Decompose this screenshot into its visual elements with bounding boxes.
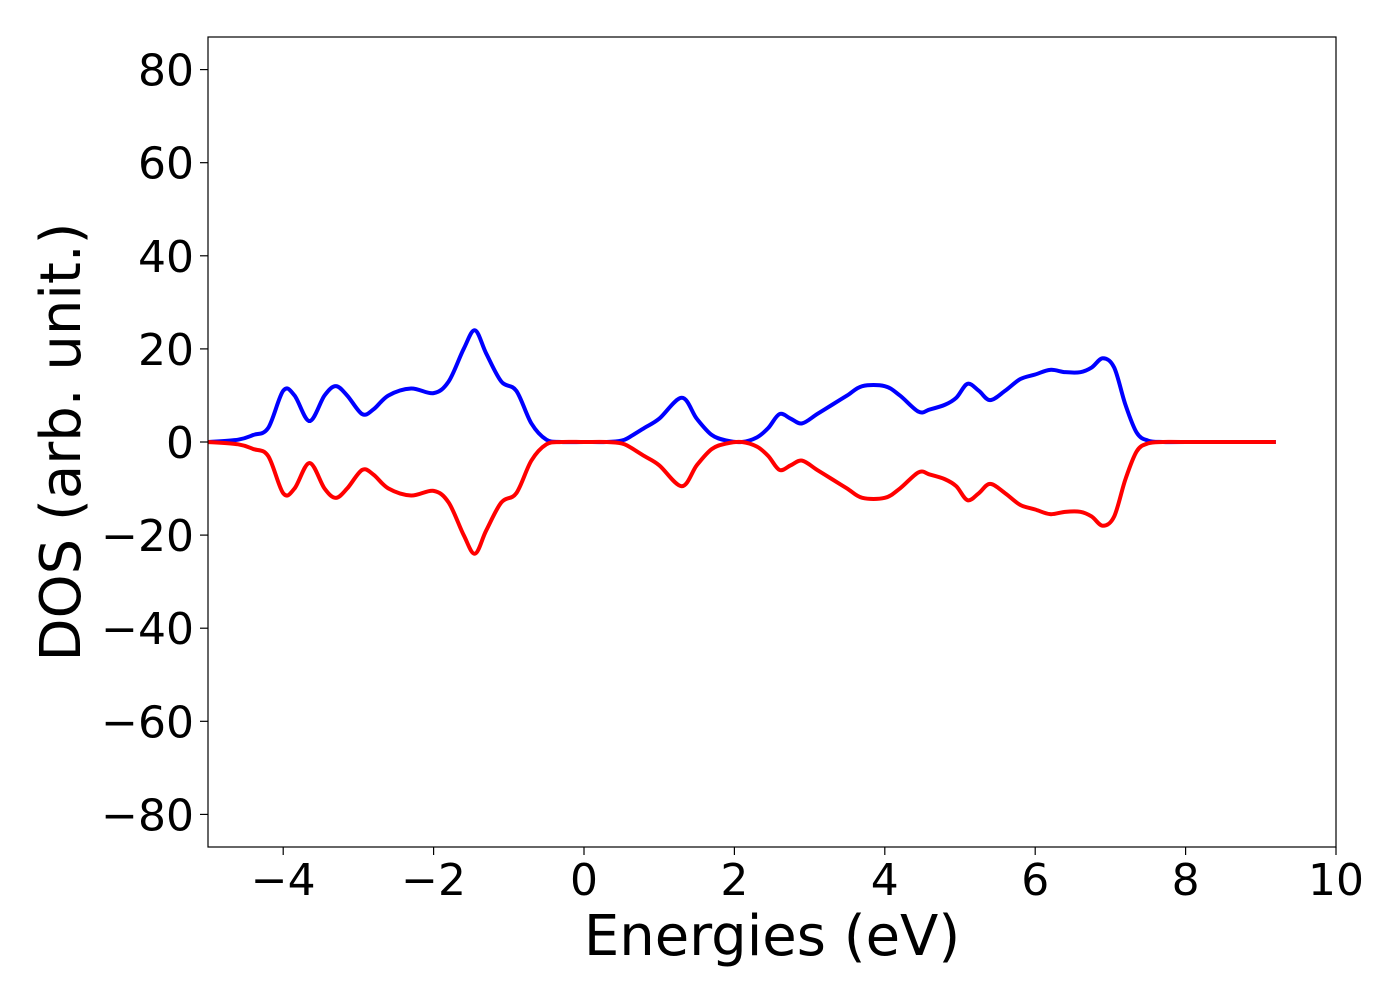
x-tick-label: 6	[1021, 855, 1049, 906]
y-tick-label: −60	[101, 697, 194, 748]
y-tick-label: 60	[138, 139, 194, 190]
x-tick-label: −4	[251, 855, 316, 906]
x-axis-ticks: −4 −2 0 2 4 6 8 10	[251, 847, 1364, 906]
dos-series-1-line	[207, 328, 1276, 445]
y-tick-label: 40	[138, 232, 194, 283]
x-tick-label: 2	[720, 855, 748, 906]
y-axis-ticks: 80 60 40 20 0 −20 −40 −60 −80	[101, 46, 208, 841]
y-tick-label: 20	[138, 325, 194, 376]
x-tick-label: 0	[570, 855, 598, 906]
x-axis-label: Energies (eV)	[584, 904, 960, 969]
x-tick-label: 4	[871, 855, 899, 906]
x-tick-label: −2	[401, 855, 466, 906]
y-tick-label: −80	[101, 790, 194, 841]
y-tick-label: 0	[166, 418, 194, 469]
dos-series-2-line	[207, 439, 1276, 556]
y-tick-label: 80	[138, 46, 194, 97]
x-tick-label: 10	[1308, 855, 1364, 906]
x-tick-label: 8	[1172, 855, 1200, 906]
y-tick-label: −40	[101, 604, 194, 655]
y-tick-label: −20	[101, 511, 194, 562]
y-axis-label: DOS (arb. unit.)	[29, 222, 94, 661]
series-layer	[207, 328, 1276, 556]
